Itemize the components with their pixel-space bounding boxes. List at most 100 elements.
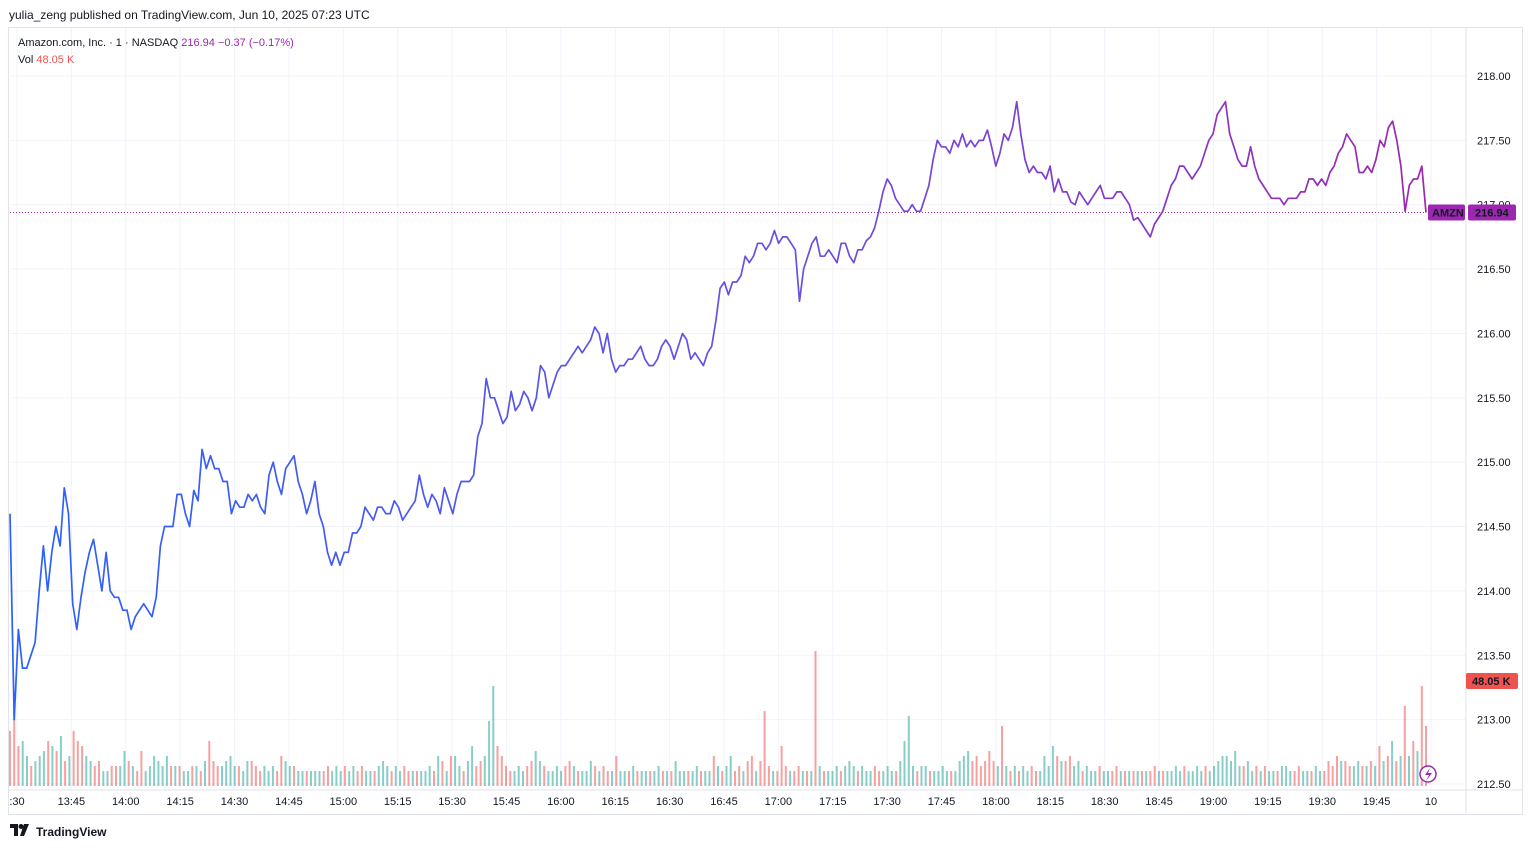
volume-bar [551,771,554,786]
chart-frame[interactable] [8,27,1523,815]
volume-bar [335,766,338,786]
volume-bar [818,766,821,786]
volume-bar [1276,771,1279,786]
volume-bar [1234,751,1237,786]
volume-bar [386,766,389,786]
volume-bar [1128,771,1131,786]
volume-bar [1246,761,1249,786]
volume-bar [674,761,677,786]
volume-bar [742,771,745,786]
volume-bar [1306,771,1309,786]
volume-bar [992,761,995,786]
volume-bar [229,756,232,786]
price-line [9,100,1427,721]
volume-bar [1145,771,1148,786]
volume-bar [505,766,507,786]
legend-volume-label[interactable]: Vol [18,54,34,66]
volume-bar [962,756,965,786]
volume-bar [191,766,194,786]
price-series-line[interactable] [9,100,1427,721]
volume-bar [1191,771,1194,786]
volume-bar [157,761,160,786]
volume-bar [1179,771,1182,786]
volume-bar [1183,766,1186,786]
volume-bar [123,751,126,786]
volume-bar [1242,766,1245,786]
volume-bar [174,766,177,786]
tradingview-brand: TradingView [36,824,107,839]
x-tick-label: 14:00 [112,796,140,808]
volume-bar [1314,766,1317,786]
volume-bar [1225,756,1228,786]
volume-bar [1272,771,1275,786]
volume-bar [1200,771,1203,786]
x-tick-label: 19:00 [1200,796,1228,808]
volume-bar [734,771,736,786]
volume-bar [581,771,584,786]
volume-bar [343,766,346,786]
volume-bar [9,731,11,786]
y-tick-label: 216.50 [1477,264,1511,276]
volume-bar [1213,766,1215,786]
volume-bar [1357,761,1360,786]
volume-bar [746,761,749,786]
volume-bar [649,771,652,786]
volume-bar [242,771,245,786]
volume-bar [377,766,380,786]
volume-bar [1196,766,1199,786]
volume-bar [1259,771,1262,786]
volume-bar [1170,771,1173,786]
volume-bar [1094,771,1097,786]
volume-bar [852,766,855,786]
volume-bar [924,766,927,786]
volume-bar [899,761,902,786]
volume-bar [182,771,185,786]
volume-bar [1280,766,1283,786]
volume-bar [589,761,592,786]
volume-bar [93,766,96,786]
volume-bar [678,771,681,786]
volume-bar [1051,746,1054,786]
volume-bar [89,761,92,786]
volume-bar [937,771,940,786]
volume-bar [1323,771,1326,786]
volume-bar [488,721,491,786]
volume-bar [352,766,355,786]
volume-bar [1382,761,1385,786]
volume-bar [170,766,173,786]
volume-bar [1344,761,1347,786]
volume-bar [1310,771,1313,786]
volume-bar [1136,771,1139,786]
volume-bar [47,741,50,786]
volume-bar [712,756,715,786]
y-tick-label: 214.00 [1477,586,1511,598]
legend-volume-row: Vol 48.05 K [18,52,294,69]
grid [8,28,1523,814]
volume-bar [322,771,325,786]
volume-bar [661,771,664,786]
volume-bar [284,761,287,786]
volume-bar [878,771,881,786]
volume-bar [373,771,376,786]
y-tick-label: 215.50 [1477,393,1511,405]
legend-symbol[interactable]: Amazon.com, Inc. · 1 · NASDAQ [18,37,179,49]
volume-bar [666,771,669,786]
volume-bar [216,766,219,786]
volume-bar [428,766,431,786]
x-tick-label: 17:45 [928,796,956,808]
x-tick-label: 19:30 [1308,796,1336,808]
volume-bar [1085,766,1088,786]
volume-bar [611,771,613,786]
lightning-icon[interactable] [1419,765,1437,783]
volume-bar [237,766,240,786]
tradingview-logo[interactable]: TradingView [10,824,106,839]
time-axis: :30 13:45 14:00 14:15 14:30 14:45 15:00 15:15 15… [9,796,1437,808]
volume-bar [1331,766,1334,786]
volume-bar [85,756,88,786]
y-tick-label: 212.50 [1477,779,1511,791]
x-tick-label: 16:30 [656,796,684,808]
volume-bar [1005,766,1008,786]
volume-bar [1352,766,1355,786]
volume-bar [55,751,58,786]
